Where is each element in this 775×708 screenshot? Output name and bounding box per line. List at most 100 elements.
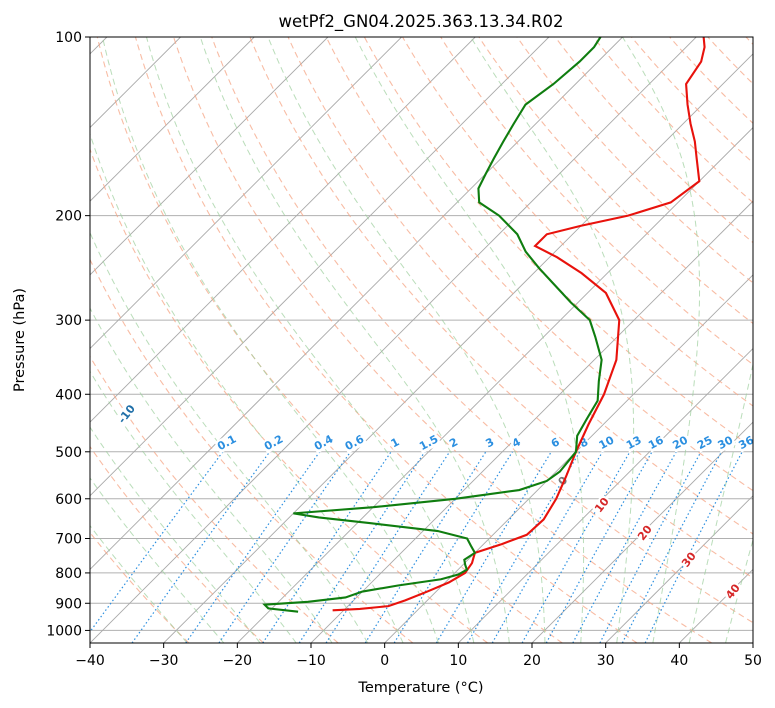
x-tick-label: 10 (449, 653, 467, 669)
dry-adiabat-line (90, 445, 264, 643)
mixing-ratio-line (521, 451, 631, 643)
dry-adiabat-line (631, 37, 753, 164)
plot-frame (89, 36, 754, 644)
dry-adiabat-line (134, 37, 638, 643)
mixing-ratio-label-bg (595, 432, 618, 453)
isotherm-line (605, 495, 753, 643)
mixing-ratio-line (131, 451, 271, 643)
mixing-ratio-line (545, 451, 653, 643)
mixing-ratio-label: 20 (670, 433, 690, 452)
x-tick-label: 30 (597, 653, 615, 669)
dry-adiabat-line (96, 37, 563, 643)
isotherm-line (384, 274, 753, 643)
moist-adiabat-line (354, 37, 585, 643)
y-tick-label: 800 (55, 566, 82, 582)
mixing-ratio-label-bg (694, 432, 716, 453)
x-tick-label: −20 (223, 653, 253, 669)
mixing-ratio-line (491, 451, 604, 643)
moist-adiabat-label-bg (722, 580, 744, 603)
moist-adiabat-line (688, 362, 753, 643)
mixing-ratio-label-bg (261, 432, 287, 454)
moist-adiabat-line (102, 37, 439, 643)
dewpoint-line (262, 37, 603, 613)
mixing-ratio-label: 16 (646, 433, 666, 452)
x-tick-label: 50 (744, 653, 762, 669)
y-tick-label: 200 (55, 209, 82, 225)
mixing-ratio-label-bg (645, 432, 667, 453)
y-tick-label: 900 (55, 596, 82, 612)
mixing-ratio-label-bg (714, 432, 737, 453)
isotherm-line (458, 347, 753, 643)
mixing-ratio-line (572, 451, 677, 643)
mixing-ratio-label-bg (416, 432, 442, 454)
mixing-ratio-label-bg (482, 434, 498, 451)
isotherm-line (90, 37, 255, 202)
y-tick-label: 100 (55, 30, 82, 46)
dry-adiabat-line (211, 37, 753, 624)
dry-adiabat-line (592, 37, 753, 204)
moist-adiabat-line (622, 37, 701, 643)
line-labels: 0.10.20.40.611.52346810131620253036-100-… (114, 401, 756, 603)
dry-adiabat-line (325, 37, 753, 492)
moist-adiabat-line (90, 132, 404, 643)
y-tick-label: 600 (55, 492, 82, 508)
mixing-ratio-label: 36 (736, 433, 756, 452)
mixing-ratio-label-bg (446, 434, 461, 451)
moist-adiabat-line (90, 370, 297, 643)
dry-adiabat-line (249, 37, 753, 579)
moist-adiabat-line (90, 307, 333, 643)
isotherm-line (531, 421, 753, 643)
moist-adiabat-line (725, 538, 753, 643)
mixing-ratio-label: 13 (624, 433, 644, 452)
y-tick-label: 400 (55, 387, 82, 403)
x-tick-label: 0 (380, 653, 389, 669)
mixing-ratio-label-bg (509, 434, 525, 451)
mixing-ratio-label: 25 (695, 433, 715, 452)
moist-adiabat-label-bg (678, 548, 700, 571)
chart-title: wetPf2_GN04.2025.363.13.34.R02 (279, 12, 564, 32)
mixing-ratio-line (435, 451, 552, 643)
mixing-ratio-label-bg (311, 431, 337, 454)
moist-adiabat-line (199, 37, 510, 643)
y-tick-label: 700 (55, 532, 82, 548)
moist-adiabat-line (90, 524, 188, 643)
dry-adiabat-line (173, 37, 713, 643)
mixing-ratio-label-bg (214, 432, 240, 454)
mixing-ratio-label-bg (341, 431, 368, 454)
moist-adiabat-label-bg (634, 521, 656, 544)
profile-lines (262, 37, 706, 613)
moist-adiabat-line (90, 477, 225, 643)
dry-adiabat-label-bg (114, 401, 139, 427)
mixing-ratio-label: 10 (597, 433, 617, 452)
dry-adiabat-line (363, 37, 753, 449)
dry-adiabat-line (90, 258, 414, 643)
mixing-ratio-line (364, 451, 487, 643)
x-tick-label: −30 (149, 653, 179, 669)
moist-adiabat-label-bg (591, 494, 613, 516)
mixing-ratio-label-bg (735, 432, 753, 453)
dry-adiabat-line (516, 37, 753, 284)
y-tick-label: 1000 (46, 623, 82, 639)
mixing-ratio-line (393, 451, 513, 643)
mixing-ratio-line (218, 451, 351, 643)
x-tick-label: −10 (296, 653, 326, 669)
isotherm-line (237, 126, 753, 643)
mixing-ratio-label-bg (547, 434, 563, 451)
isotherm-line (90, 37, 697, 643)
moist-adiabat-line (90, 231, 369, 643)
isotherm-line (90, 37, 402, 350)
axes: −40 −30 −20 −10 0 10 20 30 40 50 100 200 300 400 500 60… (46, 30, 762, 669)
moist-adiabat-line (267, 37, 546, 643)
background-lines (90, 37, 753, 643)
y-axis-title: Pressure (hPa) (12, 288, 28, 392)
mixing-ratio-label-bg (387, 434, 403, 451)
isotherm-line (90, 37, 476, 423)
y-tick-label: 500 (55, 445, 82, 461)
mixing-ratio-label-bg (576, 434, 592, 451)
mixing-ratio-line (185, 451, 321, 643)
isotherm-line (163, 53, 753, 643)
mixing-ratio-line (325, 451, 451, 643)
temperature-line (332, 37, 706, 612)
